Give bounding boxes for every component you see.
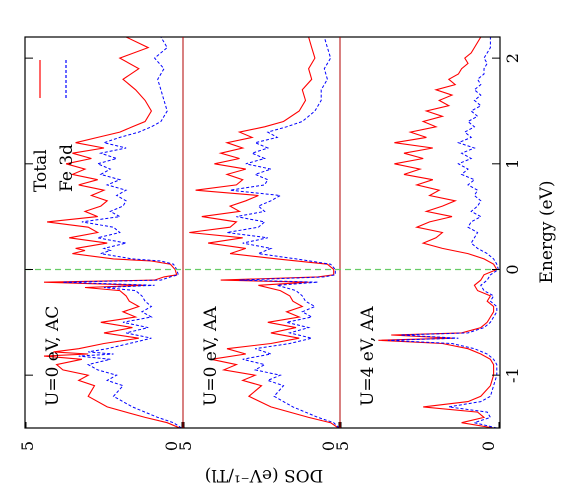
fe3d-dos-line (387, 37, 499, 429)
x-tick-label: 1 (503, 159, 522, 169)
y-tick-label: 5 (333, 441, 352, 451)
plot-frame (24, 36, 501, 429)
panel-label: U=0 eV, AC (43, 306, 63, 406)
y-tick-label: 0 (479, 441, 498, 451)
x-tick-label: 0 (503, 264, 522, 274)
x-axis-label: Energy (eV) (537, 180, 557, 283)
panel-label: U=0 eV, AA (201, 306, 221, 406)
y-tick-label: 5 (18, 441, 37, 451)
plot-area (43, 36, 499, 429)
panel-label: U=4 eV, AA (358, 306, 378, 406)
fe3d-dos-line (62, 36, 182, 429)
y-tick-label: 0 (162, 441, 181, 451)
y-axis-label: DOS (eV⁻¹/Tl) (205, 465, 324, 485)
total-dos-line (189, 36, 339, 429)
legend-label: Fe 3d (57, 144, 77, 192)
total-dos-line (378, 36, 498, 429)
axes-layer (24, 36, 501, 429)
x-tick-label: 2 (503, 53, 522, 63)
total-dos-line (43, 36, 181, 429)
y-tick-label: 0 (319, 441, 338, 451)
x-tick-label: -1 (503, 367, 522, 383)
legend-label: Total (31, 149, 51, 192)
fe3d-dos-line (226, 36, 340, 429)
y-tick-label: 5 (176, 441, 195, 451)
